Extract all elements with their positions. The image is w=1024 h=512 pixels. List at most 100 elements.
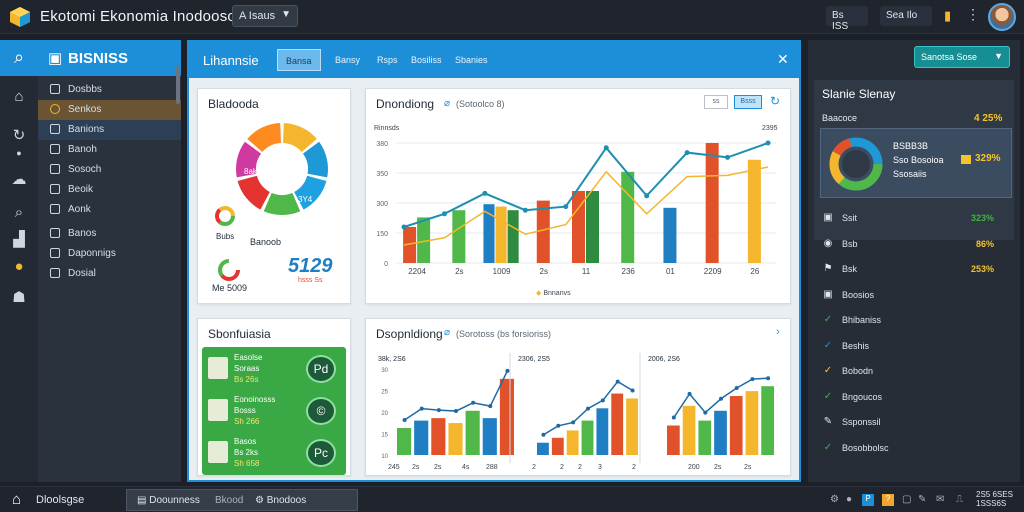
chart-top-right-label: 2395 — [762, 125, 778, 132]
right-panel-dropdown[interactable]: Sanotsa Sose ▼ — [914, 46, 1010, 68]
summary-badge[interactable]: Pc — [306, 439, 336, 467]
taskbar-item-2[interactable]: Bkood — [215, 495, 244, 506]
refresh-icon[interactable]: ↻ — [12, 127, 26, 144]
small-bar-charts: 38k, 2S6 10 15 20 25 30 2306, 2S5 2006, 2S6 245 2… — [378, 353, 774, 471]
avatar[interactable] — [988, 3, 1016, 31]
x-tick-label: 2s — [455, 267, 463, 276]
right-panel-dropdown-label: Sanotsa Sose — [921, 52, 978, 62]
donut-slice — [283, 123, 317, 152]
chart-button-a[interactable]: ss — [704, 95, 728, 109]
window-tray-icon[interactable]: ▢ — [902, 494, 912, 505]
summary-row-text: Sh 658 — [234, 459, 260, 468]
summary-card-title: Sbonfuiasia — [208, 327, 271, 341]
summary-row-text: Bs 26s — [234, 375, 259, 384]
sidebar-item[interactable]: Dosial — [38, 264, 181, 284]
sidebar-item[interactable]: Dosbbs — [38, 80, 181, 100]
pencil-icon — [50, 124, 60, 134]
tab-bosiliss[interactable]: Bosiliss — [411, 55, 442, 65]
sidebar-item[interactable]: Senkos — [38, 100, 181, 120]
donut-slice — [294, 175, 327, 210]
stats-row[interactable]: ✓ Beshis — [822, 340, 1008, 356]
tab-bansa[interactable]: Bansa — [277, 49, 321, 71]
chart-button-b[interactable]: Bsss — [734, 95, 762, 109]
summary-row[interactable]: Eonoinosss Bosss Sh 266 © — [202, 393, 346, 433]
refresh-icon[interactable]: ↻ — [770, 94, 781, 108]
cloud-icon[interactable]: ☁ — [11, 171, 27, 188]
sidebar-item[interactable]: Banions — [38, 120, 181, 140]
trend-point — [586, 406, 590, 411]
taskbar-item-1[interactable]: ▤ Doounness — [137, 495, 200, 506]
search-icon[interactable]: ⌕ — [0, 40, 38, 76]
taskbar-item-3[interactable]: ⚙ Bnodoos — [255, 495, 306, 506]
app-tray-icon[interactable]: P — [862, 494, 874, 506]
small-chart-header: 2306, 2S5 — [518, 356, 550, 363]
bottom-bar: ⌂ Dloolsgse ▤ Doounness Bkood ⚙ Bnodoos … — [0, 486, 1024, 512]
summary-row[interactable]: Basos Bs 2ks Sh 658 Pc — [202, 435, 346, 475]
pen-tray-icon[interactable]: ✎ — [918, 494, 927, 505]
sidebar-item[interactable]: Banos — [38, 224, 181, 244]
home-icon[interactable]: ⌂ — [12, 491, 22, 508]
sidebar-item[interactable]: Daponnigs — [38, 244, 181, 264]
check-icon: ✓ — [823, 441, 833, 453]
stats-row[interactable]: ✓ Bobodn — [822, 365, 1008, 381]
right-panel: Sanotsa Sose ▼ Slanie Slenay Baacoce 4 2… — [808, 40, 1020, 482]
tab-bansy[interactable]: Bansy — [335, 55, 361, 65]
network-tray-icon[interactable]: ⎍ — [956, 494, 963, 505]
sidebar-item[interactable]: Beoik — [38, 180, 181, 200]
summary-badge[interactable]: Pd — [306, 355, 336, 383]
users-icon[interactable]: ☗ — [12, 289, 26, 306]
x-tick-label: 200 — [688, 464, 700, 471]
stats-row-label: Bosobbolsc — [842, 442, 889, 453]
x-tick-label: 2s — [412, 464, 420, 471]
app-tray-icon[interactable]: ? — [882, 494, 894, 506]
stats-row-value: 86% — [975, 238, 994, 249]
bar — [566, 430, 579, 455]
x-tick-label: 245 — [388, 464, 400, 471]
coin-icon[interactable]: ● — [14, 258, 24, 275]
sidebar-item[interactable]: Sosoch — [38, 160, 181, 180]
stats-highlight[interactable]: BSBB3B Sso Bosoioa Ssosaiis 329% — [820, 128, 1012, 198]
chart-icon[interactable]: ▟ — [13, 231, 25, 248]
stats-row[interactable]: ✓ Bosobbolsc — [822, 442, 1008, 458]
stats-row[interactable]: ✓ Bngoucos — [822, 391, 1008, 407]
tab-sbanies[interactable]: Sbanies — [455, 55, 488, 65]
close-icon[interactable]: ✕ — [777, 51, 789, 67]
stats-row[interactable]: ◉ Bsb 86% — [822, 238, 1008, 254]
stats-row-label: Bngoucos — [842, 391, 883, 402]
home-icon[interactable]: ⌂ — [14, 88, 24, 105]
summary-badge[interactable]: © — [306, 397, 336, 425]
stats-row[interactable]: ✓ Bhibaniss — [822, 314, 1008, 330]
settings-tray-icon[interactable]: ⚙ — [830, 494, 839, 505]
notification-icon[interactable]: ▮ — [944, 8, 952, 23]
sidebar-scrollbar[interactable] — [176, 66, 180, 104]
circle-icon — [50, 104, 60, 114]
sidebar-item[interactable]: Banoh — [38, 140, 181, 160]
summary-row[interactable]: Easolse Soraas Bs 26s Pd — [202, 351, 346, 391]
bar — [537, 442, 549, 455]
y-tick-label: 20 — [381, 411, 388, 417]
toolbar-button-b[interactable]: Sea Ilo — [880, 6, 932, 26]
chevron-right-icon[interactable]: › — [776, 326, 780, 338]
donut-big-value: 5129 — [288, 255, 333, 277]
toolbar-button-a[interactable]: Bs ISS — [826, 6, 868, 32]
donut-legend-1: Bubs — [216, 232, 235, 241]
tab-rsps[interactable]: Rsps — [377, 55, 398, 65]
more-options-icon[interactable]: ⋮ — [966, 6, 980, 22]
dot-tray-icon[interactable]: ● — [846, 494, 853, 505]
mail-tray-icon[interactable]: ✉ — [936, 494, 945, 505]
sidebar-item-label: Banions — [68, 124, 105, 135]
stats-row[interactable]: ▣ Ssit 323% — [822, 212, 1008, 228]
donut-chart — [236, 123, 328, 215]
workspace-select[interactable]: A Isaus ▼ — [232, 5, 298, 27]
trend-point — [603, 145, 609, 151]
x-tick-label: 236 — [622, 267, 636, 276]
trend-point — [765, 140, 771, 146]
stats-row[interactable]: ▣ Boosios — [822, 289, 1008, 305]
bar — [452, 210, 466, 263]
sidebar-item[interactable]: Aonk — [38, 200, 181, 220]
stats-donut-label-3: Ssosaiis — [893, 169, 927, 179]
search-icon[interactable]: ⌕ — [14, 204, 24, 221]
stats-row[interactable]: ⚑ Bsk 253% — [822, 263, 1008, 279]
bar — [729, 396, 743, 455]
stats-row[interactable]: ✎ Ssponssil — [822, 416, 1008, 432]
